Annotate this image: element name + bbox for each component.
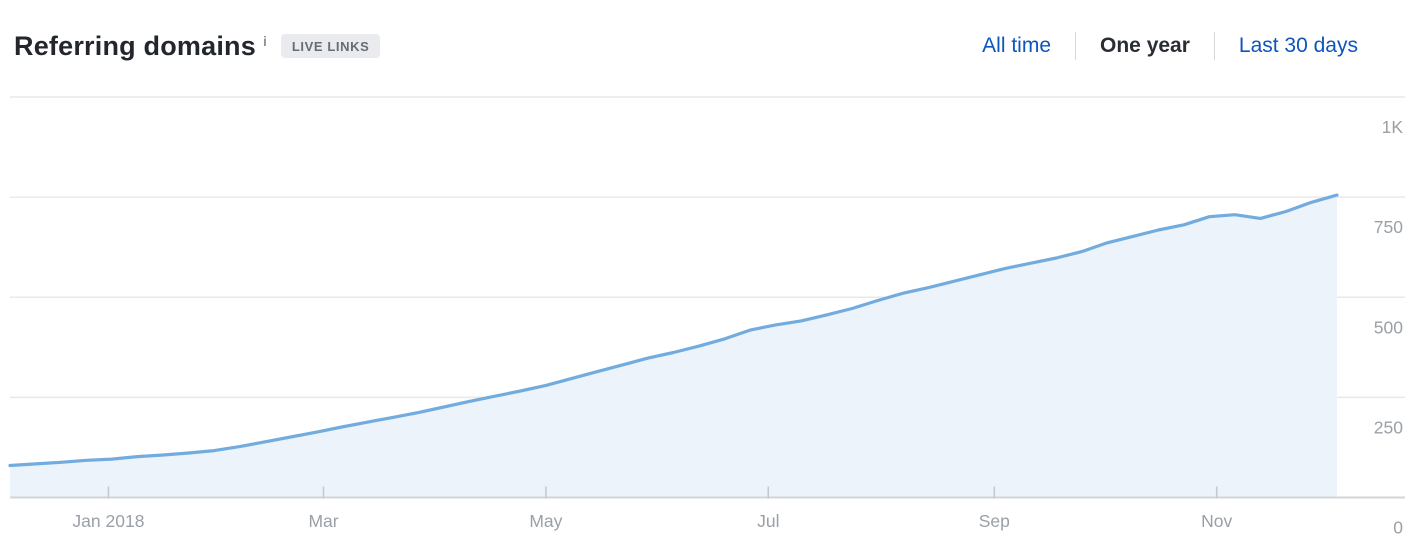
series-area-fill <box>10 195 1337 498</box>
y-tick-label: 0 <box>1393 518 1403 538</box>
live-links-badge[interactable]: LIVE LINKS <box>280 34 381 58</box>
info-icon[interactable]: i <box>262 32 267 49</box>
x-tick-label: Jan 2018 <box>72 511 144 531</box>
x-tick-label: Jul <box>757 511 779 531</box>
tab-one-year[interactable]: One year <box>1100 34 1190 57</box>
series-line <box>8 193 1339 468</box>
tab-separator <box>1213 32 1215 60</box>
time-range-tabs: All time One year Last 30 days <box>982 32 1358 60</box>
y-tick-label: 1K <box>1382 117 1404 137</box>
title-group: Referring domains i LIVE LINKS <box>14 30 381 62</box>
tab-all-time[interactable]: All time <box>982 34 1052 57</box>
x-tick-label: May <box>529 511 562 531</box>
y-tick-label: 750 <box>1374 217 1403 237</box>
x-tick-label: Mar <box>308 511 338 531</box>
page-title: Referring domains <box>14 30 256 61</box>
chart-header: Referring domains i LIVE LINKS All time … <box>0 0 1416 86</box>
tab-last-30-days[interactable]: Last 30 days <box>1238 34 1358 57</box>
y-tick-label: 500 <box>1374 317 1403 337</box>
y-tick-label: 250 <box>1374 417 1403 437</box>
x-tick-label: Sep <box>979 511 1010 531</box>
x-tick-label: Nov <box>1201 511 1232 531</box>
tab-separator <box>1075 32 1077 60</box>
